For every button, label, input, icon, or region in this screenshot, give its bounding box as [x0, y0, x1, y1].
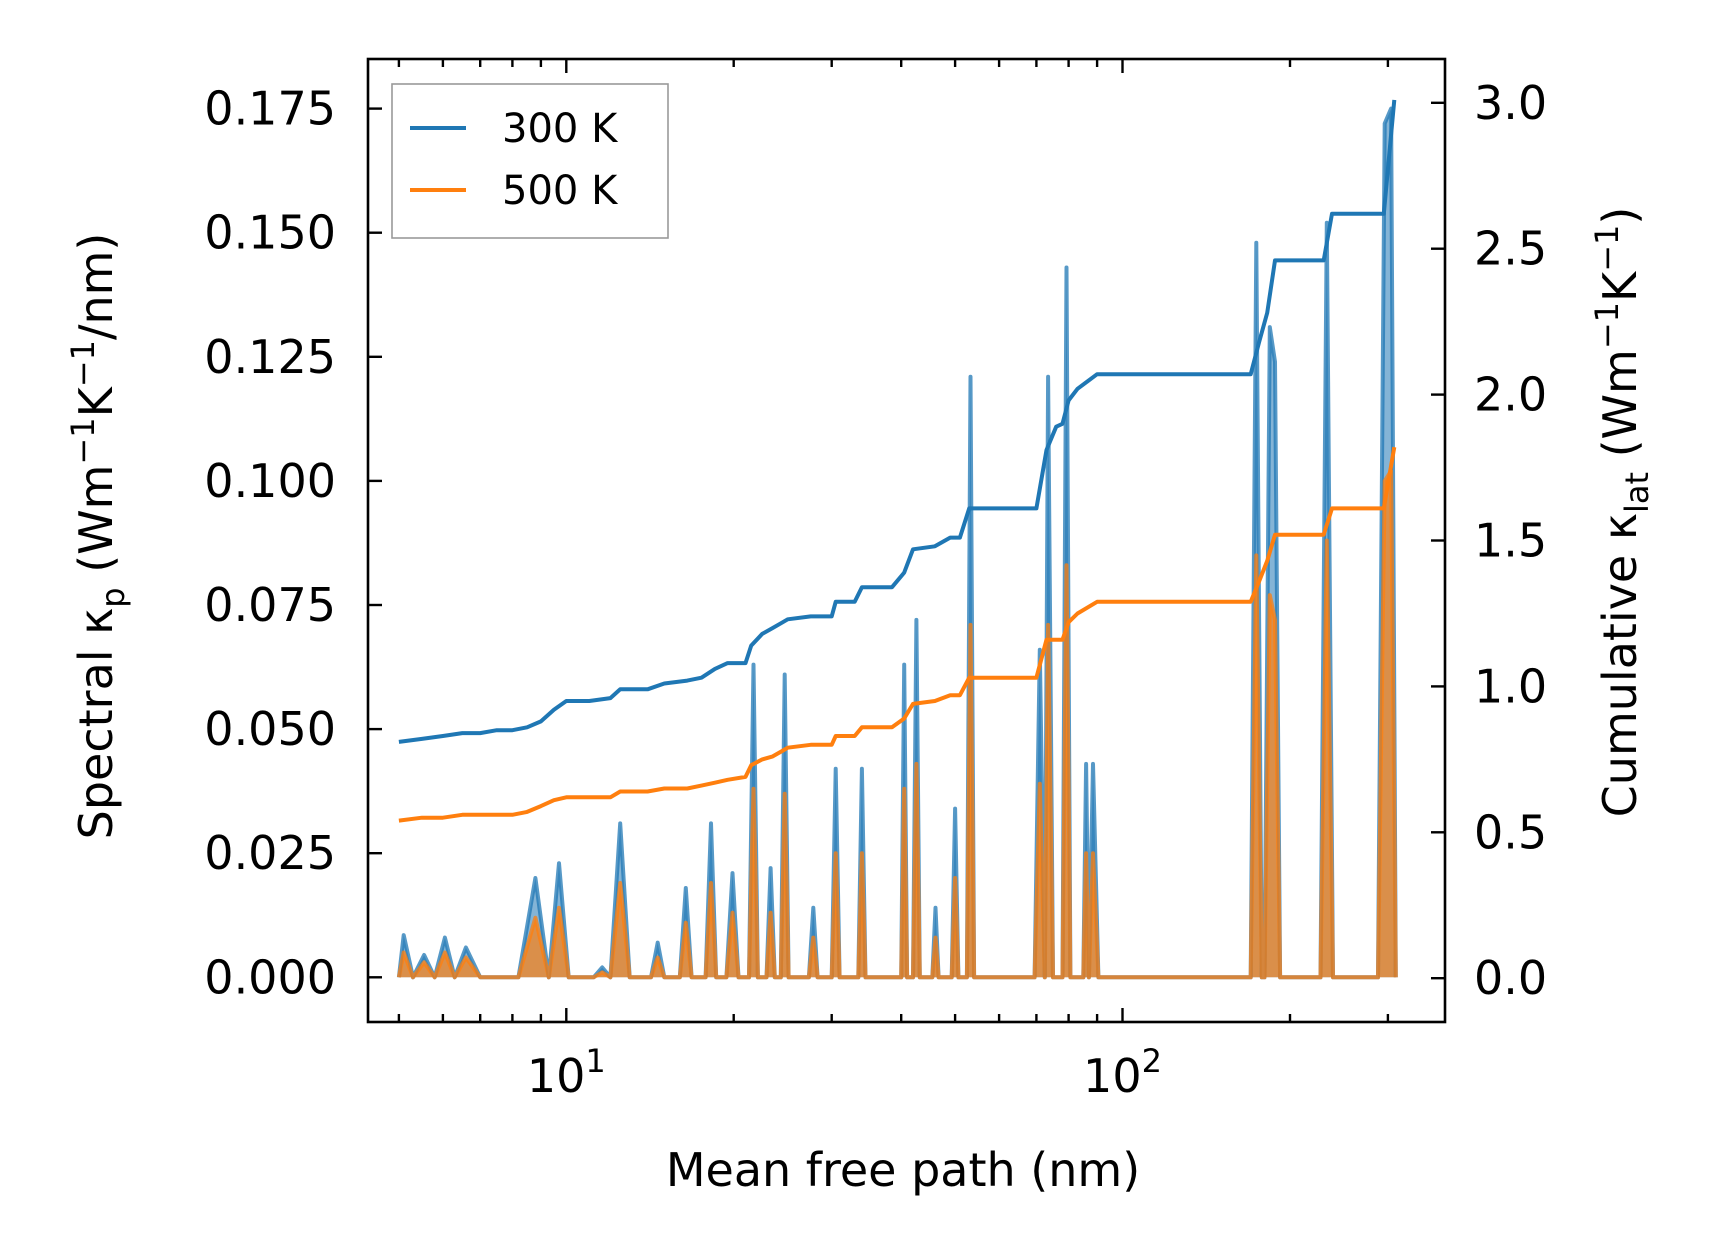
y-right-tick-label: 0.0: [1474, 951, 1547, 1005]
spectral-area-300k: [398, 108, 1396, 978]
y-right-tick-label: 0.5: [1474, 805, 1547, 859]
y-left-tick-label: 0.025: [204, 826, 336, 880]
y-left-tick-label: 0.050: [204, 702, 336, 756]
y-right-tick-label: 3.0: [1474, 76, 1547, 130]
cumulative-line-500k: [398, 446, 1397, 823]
tick-labels: 101 102 0.000 0.025 0.050 0.075 0.100 0.125 0.15…: [204, 76, 1547, 1103]
y-left-tick-label: 0.175: [204, 82, 336, 136]
y-left-tick-label: 0.100: [204, 454, 336, 508]
x-axis-title: Mean free path (nm): [666, 1143, 1140, 1197]
y-right-tick-label: 1.5: [1474, 514, 1547, 568]
plot-frame: [366, 57, 1447, 1024]
legend: 300 K 500 K: [391, 83, 669, 239]
y-right-tick-label: 2.0: [1474, 368, 1547, 422]
plot-area: [396, 99, 1398, 980]
x-tick-label: 102: [1083, 1042, 1162, 1103]
legend-box: [391, 83, 669, 239]
y-left-tick-label: 0.000: [204, 950, 336, 1004]
spectral-line-500k: [396, 469, 1398, 980]
y-left-tick-label: 0.075: [204, 578, 336, 632]
spectral-line-300k: [396, 106, 1398, 980]
y-left-tick-label: 0.150: [204, 206, 336, 260]
tick-marks: [368, 59, 1445, 1022]
y-right-tick-label: 1.0: [1474, 659, 1547, 713]
y-axis-title-right: Cumulative κlat (Wm−1K−1): [1588, 207, 1656, 818]
cumulative-line-300k: [398, 99, 1397, 744]
y-left-tick-label: 0.125: [204, 330, 336, 384]
x-tick-label: 101: [527, 1042, 606, 1103]
y-axis-title-left: Spectral κp (Wm−1K−1/nm): [64, 233, 132, 840]
legend-label-300k: 300 K: [502, 106, 619, 152]
legend-label-500k: 500 K: [502, 168, 619, 214]
y-right-tick-label: 2.5: [1474, 222, 1547, 276]
